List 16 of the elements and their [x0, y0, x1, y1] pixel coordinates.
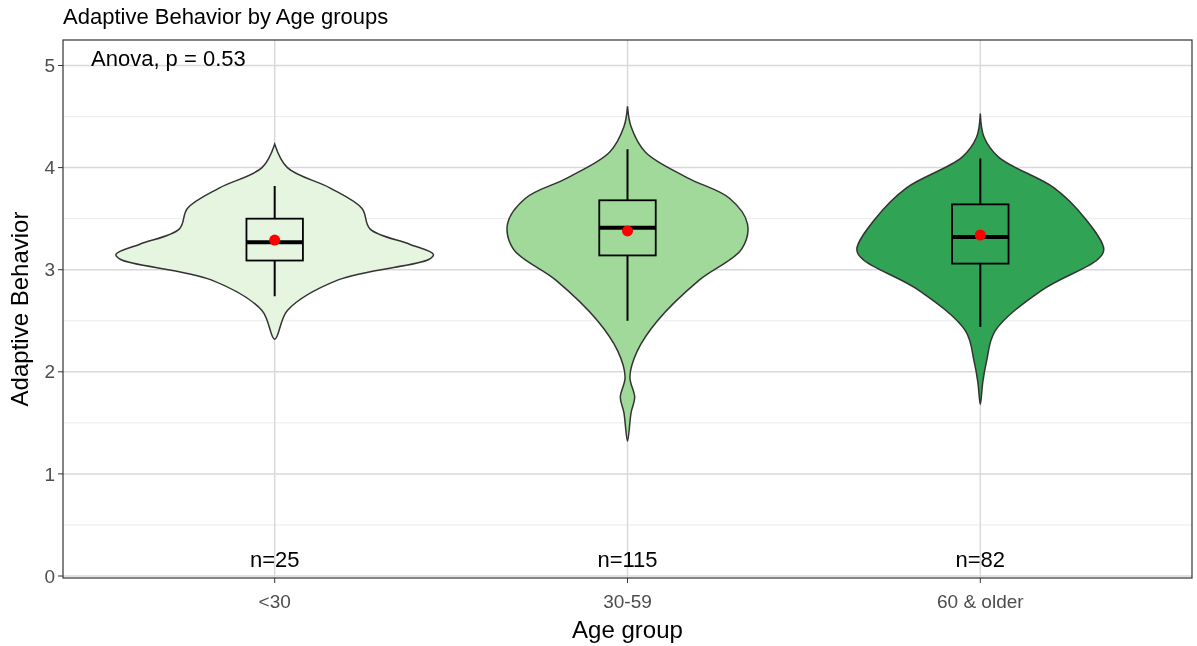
- y-tick-label: 0: [44, 565, 55, 587]
- y-tick-label: 2: [44, 361, 55, 383]
- y-tick-label: 5: [44, 55, 55, 77]
- x-axis-title: Age group: [572, 616, 683, 643]
- y-tick-label: 3: [44, 259, 55, 281]
- annotation: n=115: [597, 547, 658, 572]
- chart-title: Adaptive Behavior by Age groups: [63, 4, 389, 29]
- annotation: n=25: [249, 547, 300, 572]
- y-axis-title: Adaptive Behavior: [6, 211, 33, 407]
- y-tick-label: 4: [44, 157, 56, 179]
- annotation: Anova, p = 0.53: [91, 46, 246, 71]
- x-tick-label: 30-59: [603, 591, 652, 612]
- annotation: n=82: [955, 547, 1006, 572]
- x-tick-label: <30: [258, 591, 291, 612]
- x-tick-label: 60 & older: [937, 591, 1025, 612]
- y-tick-label: 1: [44, 463, 55, 485]
